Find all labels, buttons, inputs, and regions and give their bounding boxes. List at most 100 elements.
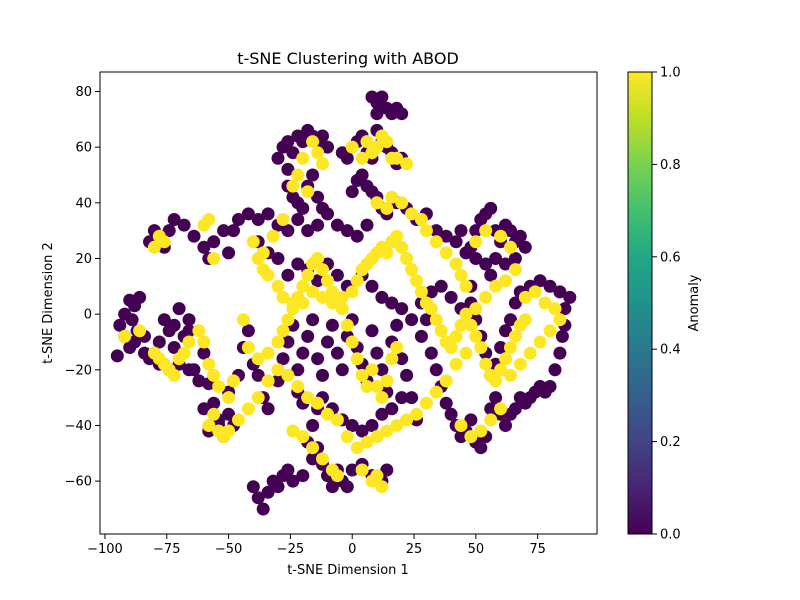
normal-point [508, 296, 522, 310]
anomaly-point [296, 279, 310, 293]
anomaly-point [380, 424, 394, 438]
normal-point [380, 463, 394, 477]
normal-point [543, 279, 557, 293]
anomaly-point [256, 246, 270, 260]
anomaly-point [370, 380, 384, 393]
anomaly-point [345, 335, 359, 349]
anomaly-point [311, 252, 325, 265]
normal-point [395, 352, 409, 366]
normal-point [419, 313, 433, 327]
normal-point [365, 279, 379, 293]
anomaly-point [390, 229, 404, 243]
anomaly-point [167, 368, 181, 382]
anomaly-point [301, 391, 315, 405]
anomaly-point [543, 324, 557, 338]
plot-frame [99, 71, 598, 535]
anomaly-point [316, 263, 329, 277]
anomaly-point [494, 229, 508, 243]
anomaly-point [306, 135, 320, 149]
normal-point [271, 151, 285, 165]
anomaly-point [355, 151, 369, 165]
normal-point [306, 419, 320, 432]
anomaly-point [370, 430, 384, 444]
anomaly-point [296, 296, 310, 310]
normal-point [543, 380, 557, 393]
normal-point [311, 274, 325, 288]
anomaly-point [499, 352, 512, 366]
normal-point [494, 341, 508, 354]
anomaly-point [385, 190, 399, 204]
anomaly-point [286, 296, 300, 310]
normal-point [439, 229, 453, 243]
normal-point [296, 346, 310, 360]
anomaly-point [395, 240, 409, 254]
normal-point [321, 335, 334, 349]
anomaly-point [345, 140, 359, 154]
anomaly-point [410, 274, 423, 288]
normal-point [281, 335, 295, 349]
anomaly-point [321, 407, 334, 421]
anomaly-point [281, 313, 295, 327]
normal-point [340, 151, 354, 165]
anomaly-point [222, 391, 236, 405]
normal-point [444, 290, 458, 304]
anomaly-point [271, 279, 285, 293]
normal-point [316, 368, 329, 382]
anomaly-point [296, 430, 310, 444]
anomaly-point [276, 324, 290, 338]
normal-point [271, 252, 285, 265]
normal-point [207, 396, 221, 410]
anomaly-point [222, 424, 236, 438]
anomaly-point [340, 318, 354, 332]
anomaly-point [553, 313, 567, 327]
anomaly-point [434, 324, 448, 338]
normal-point [553, 285, 567, 299]
normal-point [424, 285, 438, 299]
anomaly-point [449, 257, 463, 271]
anomaly-point [276, 290, 290, 304]
normal-point [325, 318, 339, 332]
anomaly-point [133, 324, 147, 338]
normal-point [439, 396, 453, 410]
normal-point [484, 268, 498, 282]
normal-point [316, 201, 329, 215]
anomaly-point [370, 469, 384, 483]
anomaly-point [499, 274, 512, 288]
anomaly-point [306, 441, 320, 455]
normal-point [276, 352, 290, 366]
anomaly-point [400, 413, 414, 427]
anomaly-point [504, 368, 517, 382]
normal-point [504, 313, 517, 327]
y-tick-label: 0 [84, 308, 92, 323]
anomaly-point [360, 435, 374, 449]
anomaly-point [410, 407, 423, 421]
anomaly-point [350, 352, 364, 366]
normal-point [405, 313, 419, 327]
anomaly-point [311, 396, 325, 410]
anomaly-point [439, 374, 453, 388]
normal-point [291, 213, 305, 226]
anomaly-point [360, 135, 374, 149]
normal-point [291, 257, 305, 271]
anomaly-point [454, 268, 468, 282]
anomaly-point [484, 413, 498, 427]
anomaly-point [147, 240, 161, 254]
normal-point [232, 213, 245, 226]
anomaly-point [202, 419, 216, 432]
normal-point [311, 352, 325, 366]
anomaly-point [350, 274, 364, 288]
anomaly-point [414, 213, 428, 226]
anomaly-point [286, 424, 300, 438]
anomaly-point [474, 341, 488, 354]
normal-point [133, 290, 147, 304]
anomaly-point [370, 140, 384, 154]
normal-point [508, 402, 522, 416]
normal-point [469, 252, 483, 265]
normal-point [281, 268, 295, 282]
anomaly-point [202, 213, 216, 226]
normal-point [261, 207, 275, 221]
normal-point [291, 363, 305, 377]
anomaly-point [355, 368, 369, 382]
normal-point [345, 463, 359, 477]
normal-point [281, 224, 295, 238]
